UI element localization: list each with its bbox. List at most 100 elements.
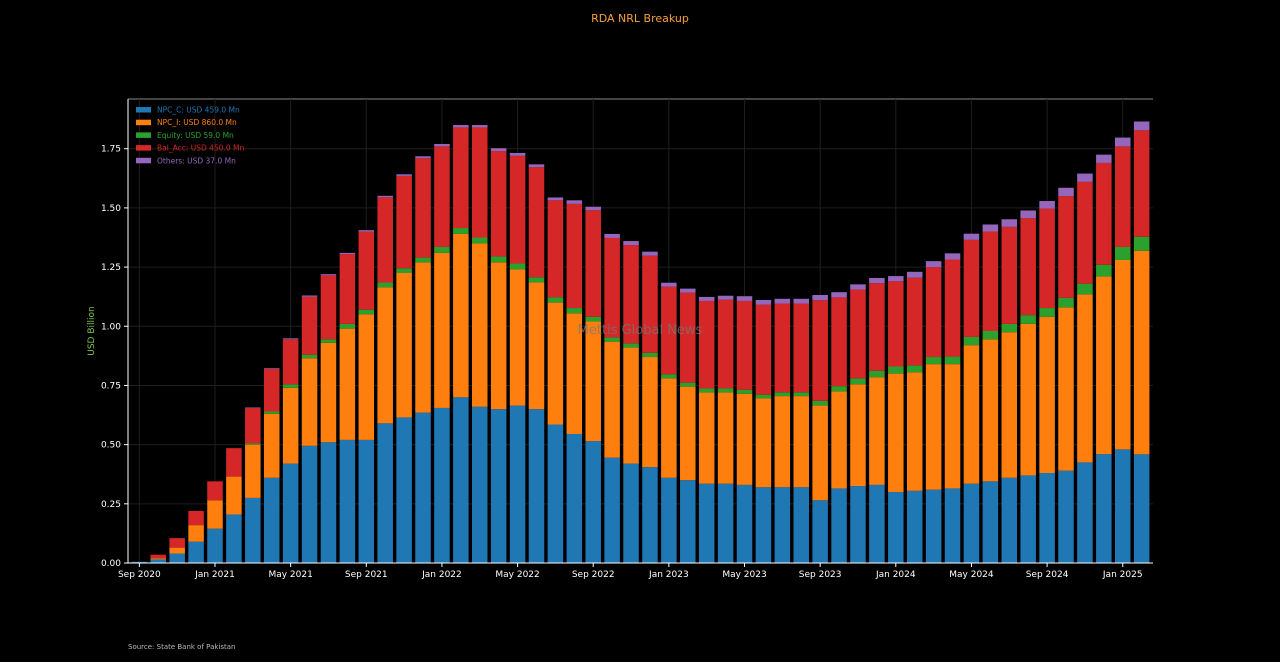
bar-segment-series-4 bbox=[490, 148, 507, 152]
bar-segment-series-2 bbox=[358, 309, 375, 315]
bar-segment-series-3 bbox=[793, 303, 810, 393]
x-tick-label: Jan 2023 bbox=[648, 570, 689, 580]
bar-segment-series-0 bbox=[282, 463, 299, 563]
bar-segment-series-0 bbox=[396, 417, 412, 563]
legend: NPC_C: USD 459.0 Mn NPC_I: USD 860.0 Mn Eq… bbox=[136, 106, 244, 165]
bar-segment-series-1 bbox=[925, 364, 942, 490]
bar-segment-series-2 bbox=[888, 366, 904, 374]
bar-segment-series-2 bbox=[585, 316, 601, 322]
bar-segment-series-4 bbox=[642, 251, 658, 256]
bar-segment-series-4 bbox=[528, 164, 545, 168]
bars-layer bbox=[131, 121, 1150, 563]
bar-segment-series-4 bbox=[963, 233, 980, 240]
bar-segment-series-4 bbox=[301, 295, 318, 297]
bar-segment-series-0 bbox=[453, 397, 469, 563]
bar-segment-series-4 bbox=[377, 195, 393, 198]
bar-segment-series-1 bbox=[434, 252, 450, 408]
bar-segment-series-1 bbox=[736, 393, 753, 485]
bar-segment-series-4 bbox=[604, 233, 620, 238]
y-tick-label: 1.50 bbox=[101, 204, 121, 214]
bar-segment-series-4 bbox=[982, 224, 999, 232]
bar-segment-series-2 bbox=[1039, 308, 1055, 317]
bar-segment-series-1 bbox=[982, 339, 999, 482]
bar-segment-series-1 bbox=[358, 314, 375, 440]
bar-segment-series-2 bbox=[282, 384, 299, 388]
bar-segment-series-0 bbox=[623, 463, 639, 563]
bar-segment-series-3 bbox=[717, 299, 734, 389]
bar-segment-series-0 bbox=[888, 491, 904, 563]
bar-segment-series-2 bbox=[377, 282, 393, 288]
legend-swatch bbox=[136, 157, 151, 164]
bar-segment-series-3 bbox=[301, 296, 318, 355]
bar-segment-series-3 bbox=[963, 239, 980, 337]
bar-segment-series-2 bbox=[793, 392, 810, 397]
bar-segment-series-0 bbox=[812, 500, 828, 563]
legend-entry-label: Bal_Acc: USD 450.0 Mn bbox=[157, 144, 244, 153]
y-tick-label: 1.75 bbox=[101, 145, 121, 155]
bar-segment-series-0 bbox=[642, 467, 658, 563]
bar-segment-series-1 bbox=[1058, 307, 1074, 471]
bar-segment-series-2 bbox=[396, 268, 412, 273]
bar-segment-series-0 bbox=[188, 541, 204, 563]
bar-segment-series-3 bbox=[736, 300, 753, 390]
bar-segment-series-1 bbox=[755, 398, 772, 488]
bar-segment-series-0 bbox=[869, 484, 885, 563]
bar-segment-series-4 bbox=[396, 174, 412, 176]
bar-segment-series-4 bbox=[698, 296, 715, 301]
bar-segment-series-0 bbox=[320, 442, 337, 563]
bar-segment-series-1 bbox=[301, 358, 318, 446]
bar-segment-series-3 bbox=[982, 231, 999, 331]
bar-segment-series-1 bbox=[812, 405, 828, 501]
bar-segment-series-1 bbox=[585, 321, 601, 442]
bar-segment-series-0 bbox=[509, 405, 526, 563]
bar-segment-series-4 bbox=[812, 295, 828, 301]
bar-segment-series-0 bbox=[566, 433, 583, 563]
bar-segment-series-1 bbox=[1096, 276, 1112, 455]
bar-segment-series-3 bbox=[623, 245, 639, 344]
bar-segment-series-0 bbox=[169, 553, 185, 563]
bar-segment-series-3 bbox=[661, 286, 677, 375]
bar-segment-series-2 bbox=[774, 392, 791, 397]
bar-segment-series-2 bbox=[755, 394, 772, 399]
bar-segment-series-0 bbox=[925, 489, 942, 563]
bar-segment-series-1 bbox=[453, 233, 469, 398]
bar-segment-series-0 bbox=[755, 487, 772, 563]
x-tick-label: Jan 2025 bbox=[1102, 570, 1143, 580]
bar-segment-series-4 bbox=[623, 241, 639, 246]
bar-segment-series-0 bbox=[774, 487, 791, 563]
bar-segment-series-1 bbox=[869, 377, 885, 485]
bar-segment-series-1 bbox=[396, 273, 412, 418]
bar-segment-series-4 bbox=[869, 277, 885, 284]
bar-segment-series-1 bbox=[831, 391, 847, 489]
bar-segment-series-0 bbox=[150, 559, 167, 563]
bar-segment-series-3 bbox=[831, 297, 847, 387]
bar-segment-series-4 bbox=[1020, 210, 1036, 219]
bar-segment-series-2 bbox=[623, 343, 639, 348]
bar-segment-series-0 bbox=[717, 483, 734, 563]
bar-segment-series-1 bbox=[774, 396, 791, 488]
bar-segment-series-1 bbox=[207, 500, 223, 529]
bar-segment-series-1 bbox=[661, 378, 677, 478]
bar-segment-series-2 bbox=[509, 263, 526, 270]
bar-segment-series-3 bbox=[1077, 181, 1093, 284]
bar-segment-series-2 bbox=[869, 370, 885, 378]
bar-segment-series-0 bbox=[377, 423, 393, 563]
bar-segment-series-3 bbox=[774, 303, 791, 393]
bar-segment-series-0 bbox=[661, 477, 677, 563]
bar-segment-series-4 bbox=[888, 276, 904, 282]
bar-segment-series-3 bbox=[698, 300, 715, 389]
bar-segment-series-0 bbox=[1114, 449, 1131, 563]
bar-segment-series-3 bbox=[207, 481, 223, 501]
bar-segment-series-0 bbox=[680, 480, 696, 563]
bar-segment-series-3 bbox=[944, 259, 961, 357]
bar-segment-series-2 bbox=[736, 389, 753, 394]
bar-segment-series-1 bbox=[793, 396, 810, 488]
bar-segment-series-2 bbox=[415, 257, 431, 263]
y-axis: 0.00 0.25 0.50 0.75 1.00 1.25 1.50 1.75 bbox=[101, 99, 129, 569]
bar-segment-series-3 bbox=[245, 407, 261, 444]
bar-segment-series-0 bbox=[1133, 454, 1150, 563]
bar-segment-series-2 bbox=[831, 386, 847, 392]
x-tick-label: May 2022 bbox=[495, 570, 539, 580]
bar-segment-series-0 bbox=[1096, 454, 1112, 563]
bar-segment-series-3 bbox=[869, 283, 885, 371]
